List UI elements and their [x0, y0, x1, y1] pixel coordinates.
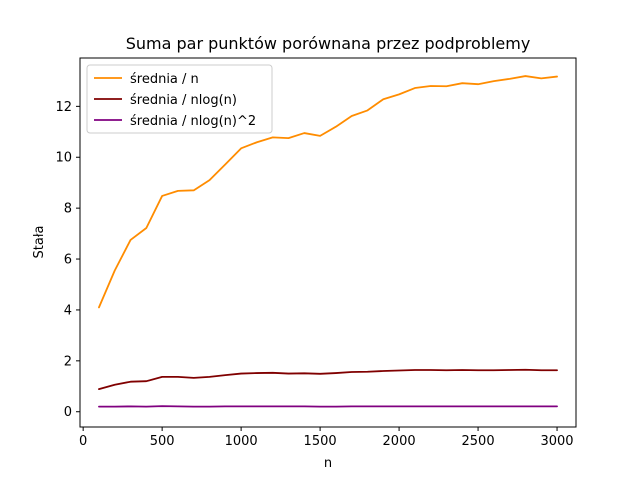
legend-label-1: średnia / n — [130, 72, 199, 87]
series-line-2 — [98, 368, 558, 390]
y-tick-label: 6 — [64, 253, 72, 268]
plot-frame — [79, 57, 577, 428]
chart-title: Suma par punktów porównana przez podprob… — [126, 34, 531, 53]
x-tick-label: 3000 — [540, 434, 573, 449]
y-axis-title: Stała — [32, 226, 47, 259]
y-tick-label: 4 — [64, 303, 72, 318]
series-line-1 — [98, 75, 558, 309]
y-tick-label: 0 — [64, 405, 72, 420]
legend-label-2: średnia / nlog(n) — [130, 93, 237, 108]
y-tick-label: 2 — [64, 354, 72, 369]
x-tick-label: 500 — [150, 434, 175, 449]
y-tick-label: 10 — [55, 151, 72, 166]
y-tick-label: 8 — [64, 202, 72, 217]
y-tick-label: 12 — [55, 100, 72, 115]
legend-label-3: średnia / nlog(n)^2 — [130, 114, 256, 129]
plot-area: 0 500 1000 1500 2000 2500 3000 0 2 4 6 8 10 12 — [55, 75, 574, 449]
x-axis-title: n — [324, 456, 332, 471]
x-tick-label: 1500 — [304, 434, 337, 449]
x-tick-label: 1000 — [225, 434, 258, 449]
x-tick-label: 0 — [79, 434, 87, 449]
x-tick-label: 2000 — [383, 434, 416, 449]
series-line-3 — [98, 405, 558, 408]
legend-box — [86, 64, 273, 134]
x-tick-label: 2500 — [462, 434, 495, 449]
legend: średnia / n średnia / nlog(n) średnia / nl… — [86, 64, 273, 134]
